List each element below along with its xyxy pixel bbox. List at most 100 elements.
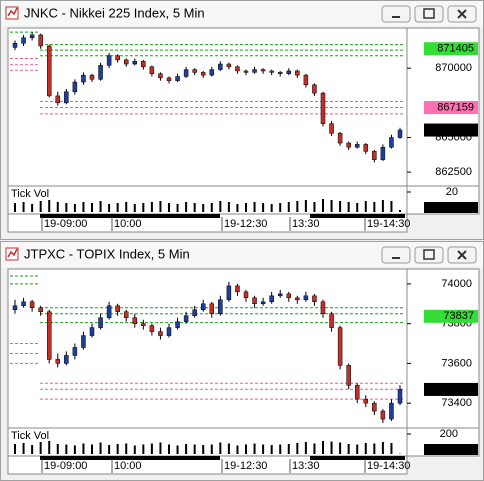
minimize-button[interactable] xyxy=(381,5,411,23)
candle-body xyxy=(98,65,103,80)
close-glyph xyxy=(457,9,467,19)
volume-bar xyxy=(185,444,188,454)
candle-body xyxy=(46,311,52,360)
volume-bar xyxy=(142,444,145,454)
window-title: JNKC - Nikkei 225 Index, 5 Min xyxy=(24,5,205,20)
y-tick-label: 870000 xyxy=(435,62,472,74)
candle-body xyxy=(218,299,223,314)
volume-bar xyxy=(108,445,111,454)
candle-body xyxy=(158,73,163,79)
candle-body xyxy=(363,398,369,404)
volume-bar xyxy=(168,444,170,454)
volume-bar xyxy=(262,203,265,212)
candle-body xyxy=(329,123,334,134)
time-label: 19-09:00 xyxy=(44,218,87,230)
volume-bar xyxy=(236,445,239,454)
volume-bar xyxy=(176,445,179,454)
price-box-label: 73837 xyxy=(443,310,474,322)
volume-bar xyxy=(210,444,213,454)
volume-bar xyxy=(304,200,307,212)
volume-bar xyxy=(193,203,196,212)
candle-body xyxy=(363,144,369,152)
window-icon-glyph xyxy=(7,248,18,258)
volume-bar xyxy=(133,204,136,212)
volume-bar xyxy=(150,202,153,212)
candle-body xyxy=(312,84,317,94)
volume-bar xyxy=(14,203,16,212)
time-label: 13:30 xyxy=(292,218,320,230)
candle-body xyxy=(303,295,309,301)
price-box-label: 871405 xyxy=(437,43,474,55)
candle-body xyxy=(235,66,240,72)
volume-bar xyxy=(322,199,324,212)
candle-body xyxy=(149,325,155,332)
restore-button[interactable] xyxy=(414,5,444,23)
volume-bar xyxy=(270,445,273,454)
candle-body xyxy=(55,95,61,104)
candle-body xyxy=(226,285,232,301)
session-bar xyxy=(40,214,220,218)
candle-body xyxy=(380,146,386,160)
candle-body xyxy=(166,327,172,336)
candle-body xyxy=(320,301,326,314)
volume-bar xyxy=(31,445,34,454)
volume-bar xyxy=(296,201,299,212)
volume-bar xyxy=(168,203,170,212)
price-box xyxy=(424,382,478,396)
volume-bar xyxy=(22,443,25,454)
candle-body xyxy=(209,303,215,314)
volume-bar xyxy=(219,201,222,212)
volume-bar xyxy=(22,202,25,212)
candle-body xyxy=(12,42,18,48)
volume-bar xyxy=(279,203,282,212)
volume-bar xyxy=(296,443,299,454)
candle-body xyxy=(38,307,43,312)
candle-body xyxy=(372,151,377,160)
price-box xyxy=(424,101,478,115)
candle-body xyxy=(346,142,351,148)
volume-bar xyxy=(116,444,119,454)
candle-body xyxy=(81,335,86,348)
time-label: 19-09:00 xyxy=(44,460,87,472)
volume-bar xyxy=(364,201,367,212)
candle-body xyxy=(38,34,43,47)
candle-body xyxy=(209,69,215,76)
price-panel xyxy=(7,27,408,187)
volume-bar xyxy=(262,444,265,454)
volume-bar xyxy=(65,444,68,454)
candle-body xyxy=(243,291,249,299)
y-tick-label: 74000 xyxy=(441,278,472,290)
candle-body xyxy=(21,37,26,44)
window-title: JTPXC - TOPIX Index, 5 Min xyxy=(24,246,190,261)
candle-body xyxy=(132,317,138,324)
minimize-button[interactable] xyxy=(381,246,411,264)
candle-body xyxy=(132,61,138,65)
price-box-label: 73469 xyxy=(443,383,474,395)
volume-bar xyxy=(82,443,85,454)
time-label: 10:00 xyxy=(114,460,142,472)
volume-bar xyxy=(99,201,102,212)
candle-body xyxy=(141,323,146,326)
volume-bar xyxy=(91,203,93,212)
candle-body xyxy=(183,315,189,322)
volume-bar xyxy=(347,444,350,454)
volume-bar xyxy=(356,203,359,212)
volume-box-label: 3 xyxy=(452,443,458,455)
candle-body xyxy=(312,295,317,303)
candle-body xyxy=(64,355,69,364)
candle-body xyxy=(46,45,52,97)
candle-body xyxy=(320,92,326,124)
volume-bar xyxy=(381,442,384,454)
minimize-glyph xyxy=(392,257,400,259)
candle-body xyxy=(200,72,206,76)
volume-tick-label: 200 xyxy=(440,428,458,440)
volume-bar xyxy=(73,204,76,212)
price-box xyxy=(424,309,478,323)
candle-body xyxy=(226,63,232,68)
y-tick-label: 73600 xyxy=(441,357,472,369)
restore-button[interactable] xyxy=(414,246,444,264)
volume-bar xyxy=(56,444,59,454)
candle-body xyxy=(286,70,292,74)
volume-bar xyxy=(133,445,136,454)
volume-label: Tick Vol xyxy=(11,188,49,200)
